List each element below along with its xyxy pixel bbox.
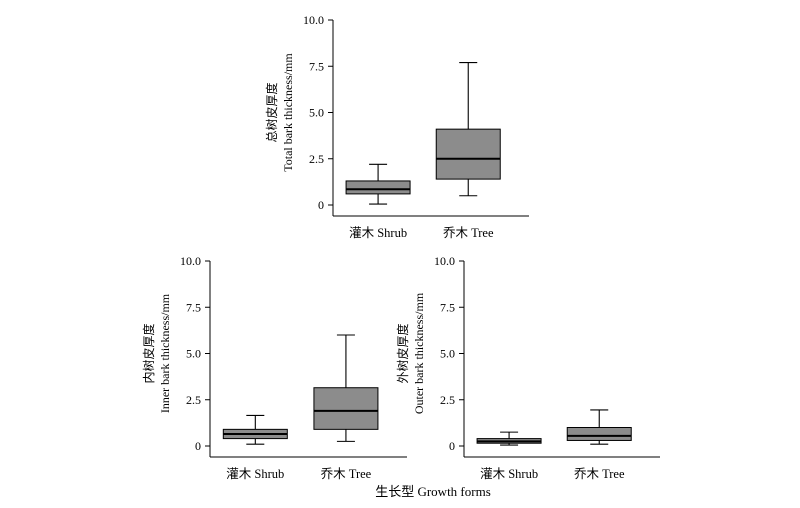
y-tick-label: 5.0 xyxy=(309,106,324,120)
y-tick-label: 0 xyxy=(449,439,455,453)
y-tick-label: 2.5 xyxy=(309,152,324,166)
y-axis-label-zh: 外树皮厚度 xyxy=(395,323,410,383)
box-shrub xyxy=(345,163,411,205)
category-label: 乔木 Tree xyxy=(443,226,494,240)
box-tree xyxy=(566,409,632,445)
y-tick-label: 0 xyxy=(195,439,201,453)
panel-total: 0 2.5 5.0 7.5 10.0 总树皮厚度 Total bark thickness/… xyxy=(264,13,529,240)
iqr-box xyxy=(566,427,632,441)
y-tick-label: 2.5 xyxy=(186,393,201,407)
iqr-box xyxy=(435,128,501,180)
y-tick-label: 5.0 xyxy=(186,347,201,361)
x-axis-title: 生长型 Growth forms xyxy=(375,484,491,499)
y-tick-label: 2.5 xyxy=(440,393,455,407)
category-label: 乔木 Tree xyxy=(574,467,625,481)
iqr-box xyxy=(345,180,411,195)
y-axis-label-zh: 总树皮厚度 xyxy=(264,82,279,142)
y-axis-label-en: Outer bark thickness/mm xyxy=(412,292,426,414)
y-tick-label: 0 xyxy=(318,198,324,212)
box-tree xyxy=(313,334,379,442)
category-label: 灌木 Shrub xyxy=(349,226,407,240)
y-axis-label-zh: 内树皮厚度 xyxy=(141,323,156,383)
panel-inner: 0 2.5 5.0 7.5 10.0 内树皮厚度 Inner bark thickness/… xyxy=(141,254,407,481)
y-tick-label: 7.5 xyxy=(186,300,201,314)
panel-outer: 0 2.5 5.0 7.5 10.0 外树皮厚度 Outer bark thickness/… xyxy=(395,254,660,481)
y-tick-label: 10.0 xyxy=(180,254,201,268)
y-axis-label-en: Inner bark thickness/mm xyxy=(158,293,172,413)
box-shrub xyxy=(222,414,288,445)
y-axis-label-en: Total bark thickness/mm xyxy=(281,53,295,172)
y-tick-label: 10.0 xyxy=(434,254,455,268)
y-tick-label: 7.5 xyxy=(440,300,455,314)
category-label: 灌木 Shrub xyxy=(480,467,538,481)
category-label: 乔木 Tree xyxy=(321,467,372,481)
y-tick-label: 7.5 xyxy=(309,59,324,73)
box-tree xyxy=(435,61,501,197)
category-label: 灌木 Shrub xyxy=(226,467,284,481)
y-tick-label: 5.0 xyxy=(440,347,455,361)
y-tick-label: 10.0 xyxy=(303,13,324,27)
iqr-box xyxy=(313,387,379,430)
box-shrub xyxy=(476,431,542,446)
